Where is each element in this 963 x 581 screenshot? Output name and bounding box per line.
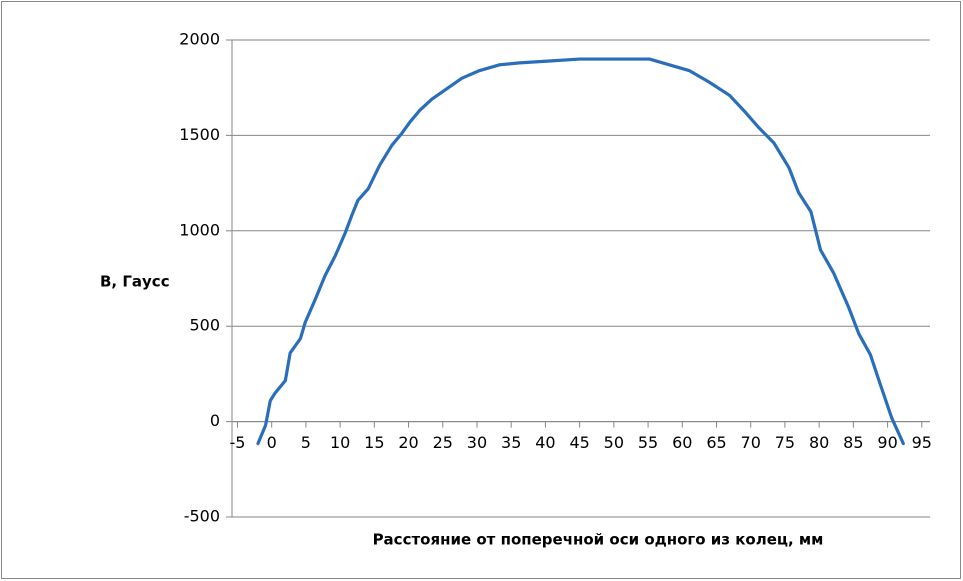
x-tick-label: 40: [535, 433, 555, 452]
x-tick-label: -5: [229, 433, 245, 452]
x-tick-label: 65: [706, 433, 726, 452]
x-tick-label: 70: [741, 433, 761, 452]
x-tick-label: 90: [877, 433, 897, 452]
x-tick-label: 50: [604, 433, 624, 452]
x-tick-label: 85: [843, 433, 863, 452]
x-tick-label: 45: [569, 433, 589, 452]
x-tick-label: 0: [267, 433, 277, 452]
y-tick-label: 0: [210, 411, 220, 430]
x-tick-label: 30: [467, 433, 487, 452]
x-tick-label: 60: [672, 433, 692, 452]
y-tick-label: 500: [189, 316, 220, 335]
y-axis-title: В, Гаусс: [100, 273, 170, 291]
x-tick-label: 5: [301, 433, 311, 452]
y-tick-label: -500: [184, 507, 220, 526]
y-tick-label: 1000: [179, 220, 220, 239]
x-axis-title: Расстояние от поперечной оси одного из к…: [373, 531, 824, 549]
data-line: [256, 57, 905, 446]
x-tick-label: 95: [912, 433, 932, 452]
x-tick-label: 10: [330, 433, 350, 452]
x-tick-label: 15: [364, 433, 384, 452]
x-tick-label: 35: [501, 433, 521, 452]
x-tick-label: 75: [775, 433, 795, 452]
x-tick-label: 25: [433, 433, 453, 452]
x-tick-label: 80: [809, 433, 829, 452]
x-tick-label: 55: [638, 433, 658, 452]
x-tick-label: 20: [398, 433, 418, 452]
y-tick-label: 1500: [179, 125, 220, 144]
y-tick-label: 2000: [179, 30, 220, 49]
